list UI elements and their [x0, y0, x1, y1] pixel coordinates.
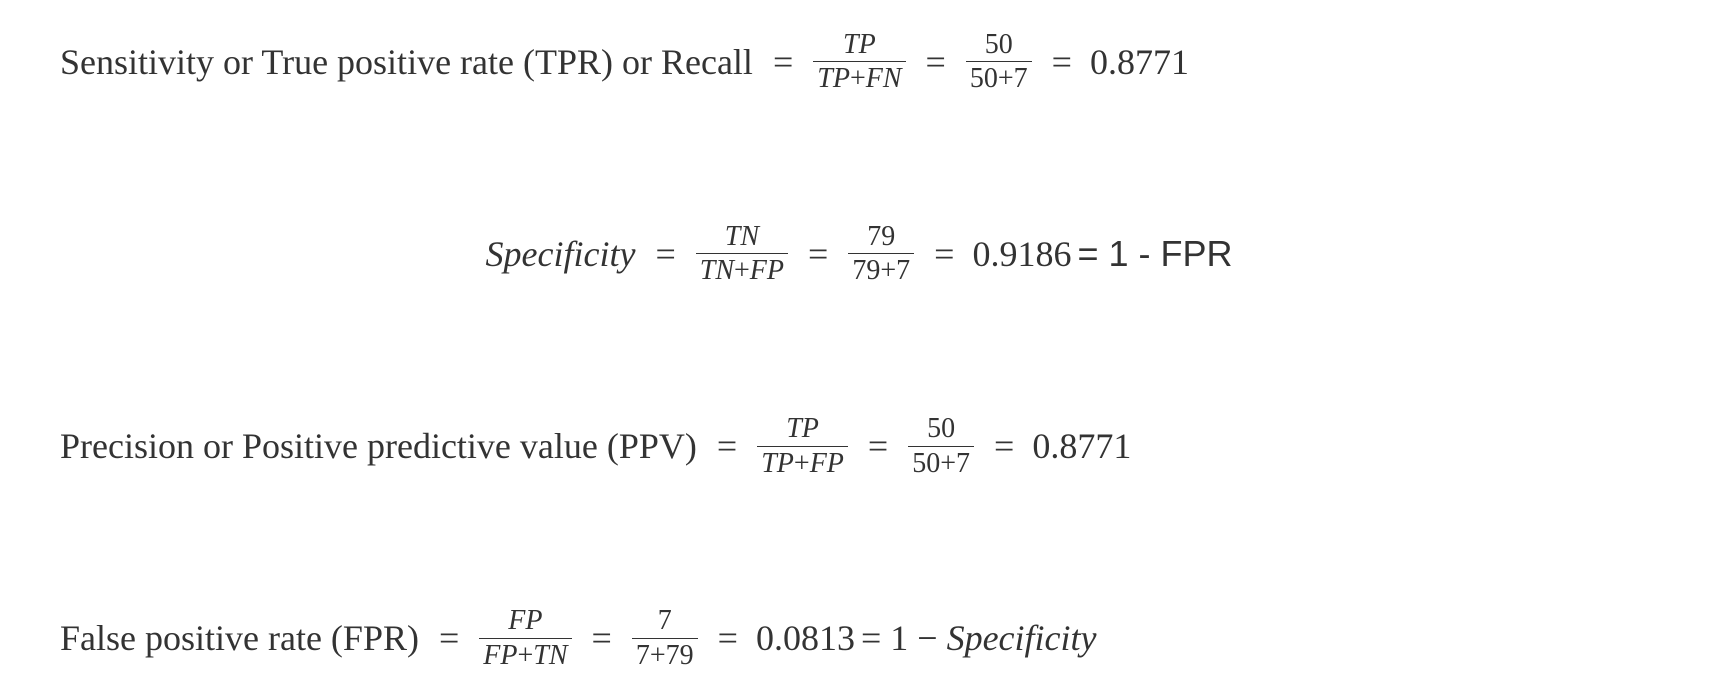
precision-result: 0.8771	[1032, 425, 1131, 467]
equals-sign: =	[1052, 41, 1072, 83]
precision-formula-fraction: TP TP+FP	[757, 414, 848, 478]
frac-numerator: 79	[863, 222, 899, 253]
frac-numerator: TP	[782, 414, 823, 445]
frac-numerator: 50	[923, 414, 959, 445]
equals-sign: =	[808, 233, 828, 275]
frac-denominator: 79+7	[848, 253, 914, 285]
frac-denominator: TP+FN	[813, 61, 905, 93]
equals-sign: =	[934, 233, 954, 275]
specificity-result: 0.9186	[972, 233, 1071, 275]
equals-sign: =	[439, 617, 459, 659]
frac-denominator: 50+7	[908, 446, 974, 478]
equals-sign: =	[655, 233, 675, 275]
frac-denominator: 50+7	[966, 61, 1032, 93]
frac-denominator: TN+FP	[696, 253, 788, 285]
fpr-trail: = 1 − Specificity	[861, 617, 1097, 659]
sensitivity-row: Sensitivity or True positive rate (TPR) …	[60, 30, 1658, 94]
frac-denominator: 7+79	[632, 638, 698, 670]
specificity-numbers-fraction: 79 79+7	[848, 222, 914, 286]
equals-sign: =	[868, 425, 888, 467]
frac-numerator: TN	[721, 222, 763, 253]
frac-numerator: 50	[981, 30, 1017, 61]
sensitivity-formula-fraction: TP TP+FN	[813, 30, 905, 94]
fpr-result: 0.0813	[756, 617, 855, 659]
equals-sign: =	[994, 425, 1014, 467]
specificity-trail: = 1 - FPR	[1077, 233, 1232, 275]
precision-label: Precision or Positive predictive value (…	[60, 425, 697, 467]
equals-sign: =	[717, 425, 737, 467]
frac-denominator: TP+FP	[757, 446, 848, 478]
equals-sign: =	[773, 41, 793, 83]
equals-sign: =	[926, 41, 946, 83]
sensitivity-numbers-fraction: 50 50+7	[966, 30, 1032, 94]
fpr-row: False positive rate (FPR) = FP FP+TN = 7…	[60, 606, 1658, 670]
sensitivity-result: 0.8771	[1090, 41, 1189, 83]
fpr-formula-fraction: FP FP+TN	[479, 606, 571, 670]
frac-numerator: FP	[504, 606, 546, 637]
sensitivity-label: Sensitivity or True positive rate (TPR) …	[60, 41, 753, 83]
specificity-row: Specificity = TN TN+FP = 79 79+7 = 0.918…	[60, 222, 1658, 286]
equals-sign: =	[718, 617, 738, 659]
frac-numerator: TP	[839, 30, 880, 61]
fpr-numbers-fraction: 7 7+79	[632, 606, 698, 670]
precision-numbers-fraction: 50 50+7	[908, 414, 974, 478]
fpr-label: False positive rate (FPR)	[60, 617, 419, 659]
frac-numerator: 7	[654, 606, 676, 637]
equals-sign: =	[592, 617, 612, 659]
precision-row: Precision or Positive predictive value (…	[60, 414, 1658, 478]
frac-denominator: FP+TN	[479, 638, 571, 670]
specificity-label: Specificity	[486, 233, 636, 275]
specificity-formula-fraction: TN TN+FP	[696, 222, 788, 286]
